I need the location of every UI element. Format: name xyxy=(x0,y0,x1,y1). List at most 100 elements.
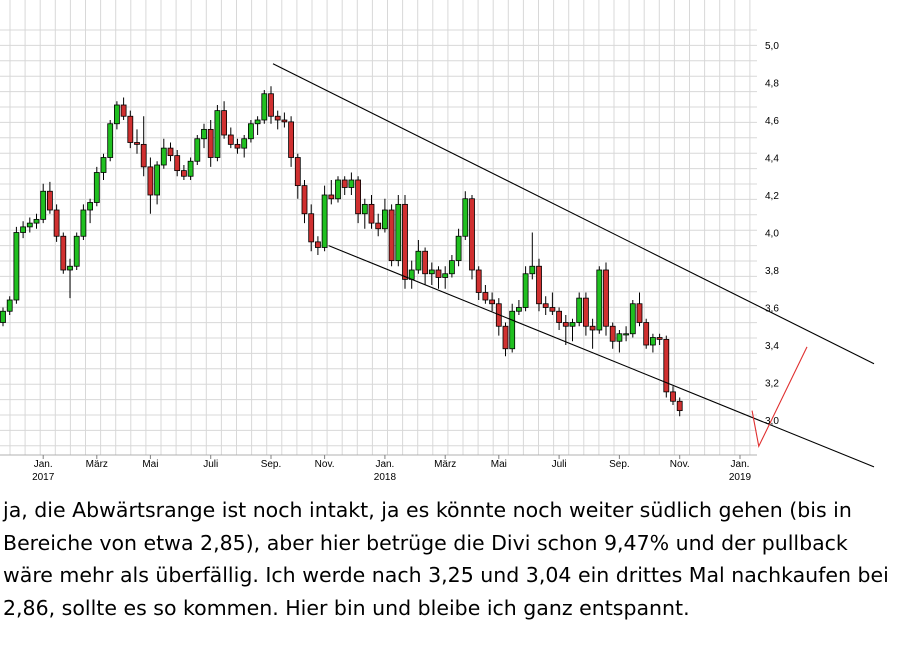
x-axis-ticks: Jan. 2017 März Mai Juli Sep. Nov. Jan. 2018 März M… xyxy=(32,455,752,483)
candle-body xyxy=(274,115,281,121)
candle-body xyxy=(348,179,355,188)
candle-body xyxy=(656,337,663,340)
candle-22 xyxy=(147,157,154,214)
x-tick-label: Jan. xyxy=(731,459,750,470)
candle-body xyxy=(281,119,288,123)
candle-body xyxy=(482,292,489,301)
candle-36 xyxy=(241,135,248,158)
candle-body xyxy=(542,303,549,308)
candle-body xyxy=(670,391,676,402)
candle-body xyxy=(261,93,268,121)
candle-body xyxy=(489,299,496,305)
candle-92 xyxy=(616,330,623,353)
candle-62 xyxy=(415,240,422,274)
candle-48 xyxy=(321,185,328,252)
candle-61 xyxy=(408,260,415,289)
y-tick-label: 4,2 xyxy=(765,191,779,202)
comment-text: ja, die Abwärtsrange ist noch intakt, ja… xyxy=(3,498,889,620)
candle-body xyxy=(167,147,174,157)
candle-body xyxy=(435,269,442,278)
candle-97 xyxy=(650,333,656,353)
candle-8 xyxy=(53,204,60,242)
y-tick-label: 4,6 xyxy=(765,116,779,127)
candle-87 xyxy=(583,292,589,336)
candle-52 xyxy=(348,172,355,195)
candle-body xyxy=(629,303,636,335)
candle-44 xyxy=(294,153,301,199)
candle-body xyxy=(47,190,53,211)
candle-body xyxy=(114,104,120,125)
candle-body xyxy=(6,299,13,312)
candle-body xyxy=(214,110,221,158)
candle-body xyxy=(288,121,295,158)
candle-7 xyxy=(47,181,53,214)
candle-body xyxy=(448,260,455,275)
candle-body xyxy=(381,209,388,230)
candle-body xyxy=(502,325,509,350)
candle-6 xyxy=(40,183,47,224)
candle-body xyxy=(569,322,576,327)
y-tick-label: 4,0 xyxy=(765,229,779,240)
candle-body xyxy=(13,232,20,301)
y-tick-label: 4,4 xyxy=(765,154,779,165)
candle-body xyxy=(616,333,623,342)
candle-16 xyxy=(107,120,114,162)
candle-body xyxy=(522,273,529,308)
x-tick-label: Jan. xyxy=(34,459,53,470)
candle-95 xyxy=(636,292,643,327)
candle-body xyxy=(469,198,475,271)
x-tick-label: Sep. xyxy=(609,459,630,470)
candle-20 xyxy=(134,129,140,154)
candle-body xyxy=(462,198,469,237)
candle-32 xyxy=(214,105,221,162)
candle-body xyxy=(529,265,536,275)
trendlines xyxy=(272,63,875,468)
candle-body xyxy=(160,147,167,166)
candle-body xyxy=(268,93,274,117)
candle-body xyxy=(603,269,609,327)
candle-body xyxy=(120,104,127,117)
candle-body xyxy=(87,202,93,211)
candle-body xyxy=(455,235,462,262)
candle-body xyxy=(375,222,382,230)
candle-82 xyxy=(549,292,556,315)
candle-56 xyxy=(375,213,382,237)
candle-27 xyxy=(180,165,187,180)
x-tick-label: Sep. xyxy=(261,459,282,470)
candle-body xyxy=(93,172,100,203)
candle-body xyxy=(321,194,328,248)
candle-body xyxy=(67,265,73,271)
candle-42 xyxy=(281,112,288,128)
candle-41 xyxy=(274,110,281,130)
candle-11 xyxy=(73,232,80,270)
candle-53 xyxy=(355,176,362,224)
projection-line xyxy=(751,346,808,448)
candle-76 xyxy=(509,303,516,353)
x-tick-year: 2017 xyxy=(32,472,55,483)
x-tick-label: März xyxy=(86,459,108,470)
candle-body xyxy=(254,119,261,125)
candle-17 xyxy=(114,101,120,130)
candle-101 xyxy=(676,397,683,417)
candle-91 xyxy=(609,322,616,349)
candle-73 xyxy=(489,292,496,312)
candle-body xyxy=(428,269,435,275)
candle-55 xyxy=(368,195,375,229)
candle-26 xyxy=(174,150,181,177)
y-tick-label: 4,8 xyxy=(765,79,779,90)
candle-body xyxy=(368,203,375,224)
candle-4 xyxy=(26,217,33,233)
candle-50 xyxy=(335,176,341,203)
candle-80 xyxy=(536,258,542,312)
candle-body xyxy=(562,322,569,327)
candle-33 xyxy=(221,101,228,139)
candle-body xyxy=(395,203,402,262)
candle-96 xyxy=(643,318,650,349)
candle-body xyxy=(314,241,321,248)
candle-body xyxy=(207,128,214,158)
candle-23 xyxy=(154,161,161,205)
candle-body xyxy=(241,138,248,149)
x-tick-year: 2019 xyxy=(729,472,752,483)
candle-89 xyxy=(596,266,603,334)
candle-85 xyxy=(569,318,576,342)
